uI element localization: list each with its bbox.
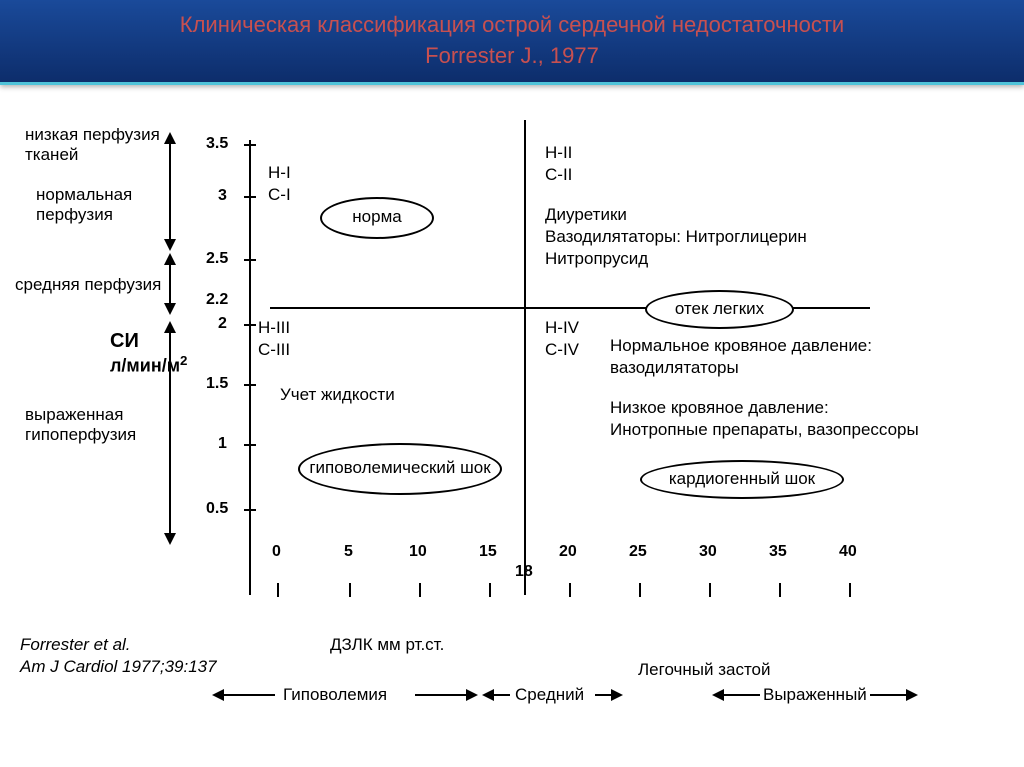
q3-c: C-III [258,340,290,360]
oval-pulmonary-edema: отек легких [645,290,794,329]
q4-line4: Инотропные препараты, вазопрессоры [610,420,919,440]
xtick-20: 20 [559,543,577,561]
oval-norma: норма [320,197,434,239]
q4-h: H-IV [545,318,579,338]
ytick-1.5: 1.5 [206,375,228,393]
q3-fluid: Учет жидкости [280,385,395,405]
citation-line1: Forrester et al. [20,635,131,655]
xtick-30: 30 [699,543,717,561]
ytick-3: 3 [218,187,227,205]
q2-nitroprusside: Нитропрусид [545,249,648,269]
q1-h: H-I [268,163,291,183]
ytick-0.5: 0.5 [206,500,228,518]
ytick-2.5: 2.5 [206,250,228,268]
q1-c: C-I [268,185,291,205]
oval-hypovolemic-shock: гиповолемический шок [298,443,502,495]
ytick-3.5: 3.5 [206,135,228,153]
si-label: СИ [110,330,139,352]
citation-line2: Am J Cardiol 1977;39:137 [20,657,217,677]
x-axis-label: ДЗЛК мм рт.ст. [330,635,444,655]
xcat-severe: Выраженный [763,685,867,705]
oval-pulm-text: отек легких [675,300,764,319]
oval-cardio-text: кардиогенный шок [669,470,815,489]
xtick-0: 0 [272,543,281,561]
q2-diuretics: Диуретики [545,205,627,225]
xtick-25: 25 [629,543,647,561]
header-line2: Forrester J., 1977 [20,41,1004,72]
ytick-1: 1 [218,435,227,453]
q2-vasodilators: Вазодилятаторы: Нитроглицерин [545,227,807,247]
ycat-low-perfusion: низкая перфузия тканей [25,125,185,165]
xcat-hypovolemia: Гиповолемия [283,685,387,705]
xtick-15: 15 [479,543,497,561]
oval-norma-text: норма [352,208,401,227]
y-axis-label: СИ л/мин/м2 [110,330,187,376]
ycat-hypoperfusion: выраженная гипоперфузия [25,405,175,445]
xtick-35: 35 [769,543,787,561]
oval-cardiogenic-shock: кардиогенный шок [640,460,844,499]
q3-h: H-III [258,318,290,338]
forrester-chart: 3.5 3 2.5 2.2 2 1.5 1 0.5 СИ л/мин/м2 ни… [0,85,1024,767]
slide-header: Клиническая классификация острой сердечн… [0,0,1024,85]
xtick-18: 18 [515,563,533,581]
q2-h: H-II [545,143,572,163]
ycat-mid-perfusion: средняя перфузия [15,275,175,295]
xtick-5: 5 [344,543,353,561]
ytick-2: 2 [218,315,227,333]
q4-line3: Низкое кровяное давление: [610,398,829,418]
si-unit: л/мин/м [110,355,180,375]
oval-hypo-text: гиповолемический шок [309,459,490,478]
q4-line2: вазодилятаторы [610,358,739,378]
ycat-normal-perfusion: нормальная перфузия [36,185,176,225]
xcat-pulmonary: Легочный застой [638,660,771,680]
q2-c: C-II [545,165,572,185]
q4-c: C-IV [545,340,579,360]
xtick-40: 40 [839,543,857,561]
q4-line1: Нормальное кровяное давление: [610,336,872,356]
xcat-mid: Средний [515,685,584,705]
ytick-2.2: 2.2 [206,291,228,309]
header-line1: Клиническая классификация острой сердечн… [20,10,1004,41]
xtick-10: 10 [409,543,427,561]
